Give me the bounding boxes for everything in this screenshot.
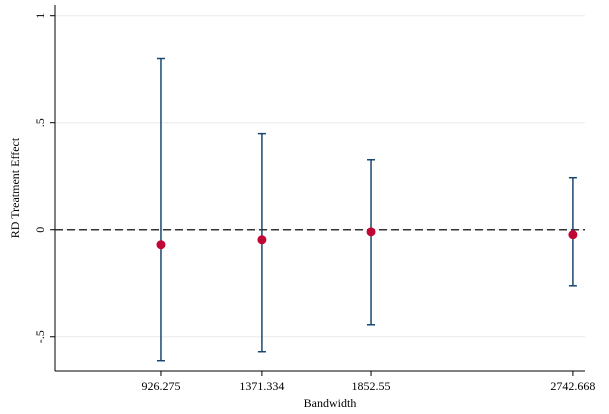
point xyxy=(257,235,267,245)
y-tick-label: 1 xyxy=(33,13,47,19)
point xyxy=(366,227,376,237)
x-tick-label: 1371.334 xyxy=(239,379,284,393)
x-tick-label: 926.275 xyxy=(141,379,180,393)
x-axis-title: Bandwidth xyxy=(304,396,357,410)
point xyxy=(568,230,578,240)
y-tick-label: 0 xyxy=(33,227,47,233)
y-tick-label: -.5 xyxy=(33,330,47,343)
y-axis-title: RD Treatment Effect xyxy=(8,137,22,238)
x-tick-label: 2742.668 xyxy=(550,379,595,393)
point xyxy=(156,240,166,250)
x-tick-label: 1852.55 xyxy=(352,379,391,393)
y-tick-label: .5 xyxy=(33,118,47,127)
